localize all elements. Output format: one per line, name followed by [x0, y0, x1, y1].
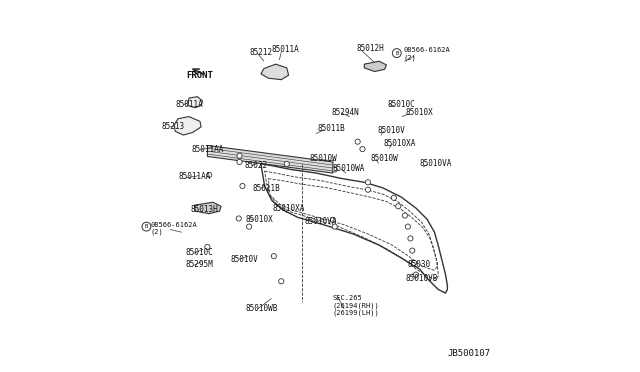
Text: 85010VB: 85010VB	[406, 274, 438, 283]
Text: 85013H: 85013H	[190, 205, 218, 215]
Text: 08566-6162A
(2): 08566-6162A (2)	[151, 222, 198, 235]
Circle shape	[413, 272, 419, 277]
Text: FRONT: FRONT	[187, 71, 214, 80]
Circle shape	[207, 172, 212, 177]
Circle shape	[205, 244, 210, 250]
Circle shape	[391, 195, 396, 201]
Polygon shape	[195, 202, 221, 214]
Text: 85010V: 85010V	[377, 126, 405, 135]
Text: 85010XA: 85010XA	[383, 139, 416, 148]
Text: 85011A: 85011A	[271, 45, 299, 54]
Text: SEC.265
(26194(RH))
(26199(LH)): SEC.265 (26194(RH)) (26199(LH))	[333, 295, 380, 317]
Text: 85011AA: 85011AA	[179, 172, 211, 181]
Text: 85295M: 85295M	[185, 260, 213, 269]
Text: B: B	[145, 224, 148, 229]
Circle shape	[396, 204, 401, 209]
Circle shape	[408, 236, 413, 241]
Text: 85010C: 85010C	[185, 248, 213, 257]
Circle shape	[236, 216, 241, 221]
Polygon shape	[174, 116, 201, 135]
Circle shape	[412, 260, 417, 265]
Circle shape	[410, 248, 415, 253]
Text: 85010V: 85010V	[230, 254, 259, 264]
Text: 85010XA: 85010XA	[273, 204, 305, 214]
Text: 85011B: 85011B	[253, 184, 280, 193]
Circle shape	[271, 254, 276, 259]
Text: 85010WA: 85010WA	[333, 164, 365, 173]
Circle shape	[246, 224, 252, 229]
Text: JB500107: JB500107	[447, 350, 490, 359]
Text: 85010VA: 85010VA	[305, 217, 337, 225]
Circle shape	[365, 180, 371, 185]
Circle shape	[355, 139, 360, 144]
Text: 85010W: 85010W	[310, 154, 337, 163]
Text: 85022: 85022	[244, 161, 268, 170]
Text: 85010W: 85010W	[371, 154, 399, 163]
Polygon shape	[188, 97, 203, 108]
Text: 85011AA: 85011AA	[191, 145, 224, 154]
Circle shape	[237, 160, 242, 164]
Circle shape	[405, 224, 410, 229]
Circle shape	[278, 279, 284, 284]
Text: 85011B: 85011B	[317, 124, 345, 133]
Polygon shape	[364, 61, 387, 71]
Circle shape	[332, 167, 337, 172]
Text: 85010X: 85010X	[245, 215, 273, 224]
Text: 85010WB: 85010WB	[245, 304, 278, 313]
Text: B: B	[395, 51, 399, 55]
Text: 85010C: 85010C	[387, 100, 415, 109]
Text: 85011A: 85011A	[175, 100, 203, 109]
Text: 08566-6162A
(2): 08566-6162A (2)	[403, 47, 450, 61]
Text: 85012H: 85012H	[356, 44, 384, 53]
Circle shape	[360, 147, 365, 152]
Circle shape	[365, 187, 371, 192]
Circle shape	[403, 213, 408, 218]
Text: 85010X: 85010X	[406, 108, 433, 118]
Circle shape	[237, 153, 242, 158]
Polygon shape	[207, 145, 333, 173]
Text: 85030: 85030	[408, 260, 431, 269]
Circle shape	[240, 183, 245, 189]
Text: 85213: 85213	[162, 122, 185, 131]
Text: 85212: 85212	[250, 48, 273, 57]
Text: 85010VA: 85010VA	[420, 158, 452, 168]
Text: 85294N: 85294N	[332, 108, 360, 118]
Circle shape	[330, 217, 335, 222]
Circle shape	[332, 224, 337, 229]
Polygon shape	[261, 64, 289, 80]
Circle shape	[284, 161, 289, 166]
